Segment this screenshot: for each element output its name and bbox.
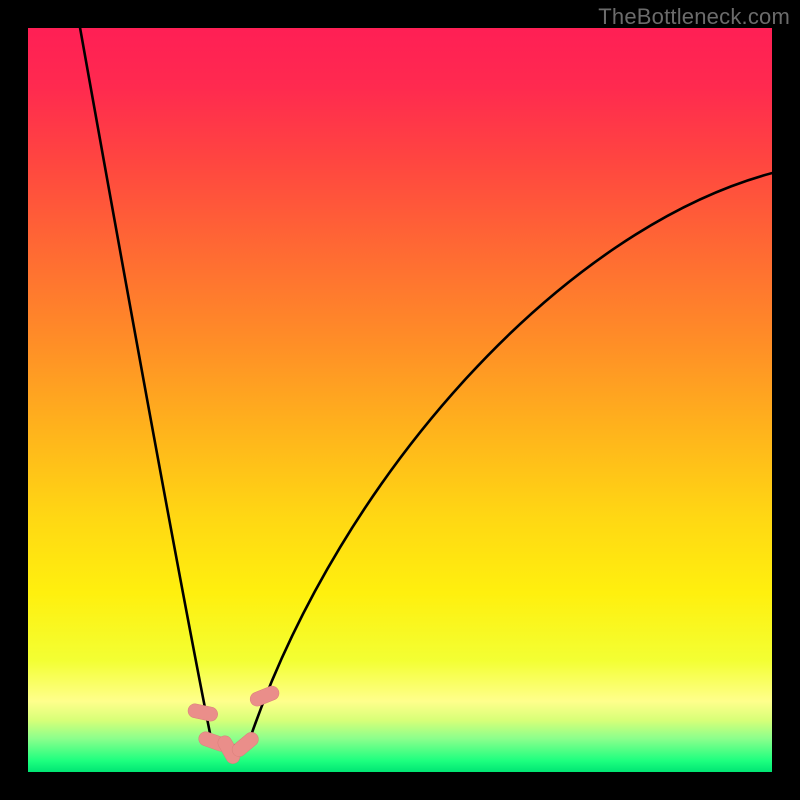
gradient-background — [28, 28, 772, 772]
watermark-label: TheBottleneck.com — [598, 4, 790, 30]
chart-stage: TheBottleneck.com — [0, 0, 800, 800]
chart-svg — [0, 0, 800, 800]
plot-area — [28, 28, 772, 772]
